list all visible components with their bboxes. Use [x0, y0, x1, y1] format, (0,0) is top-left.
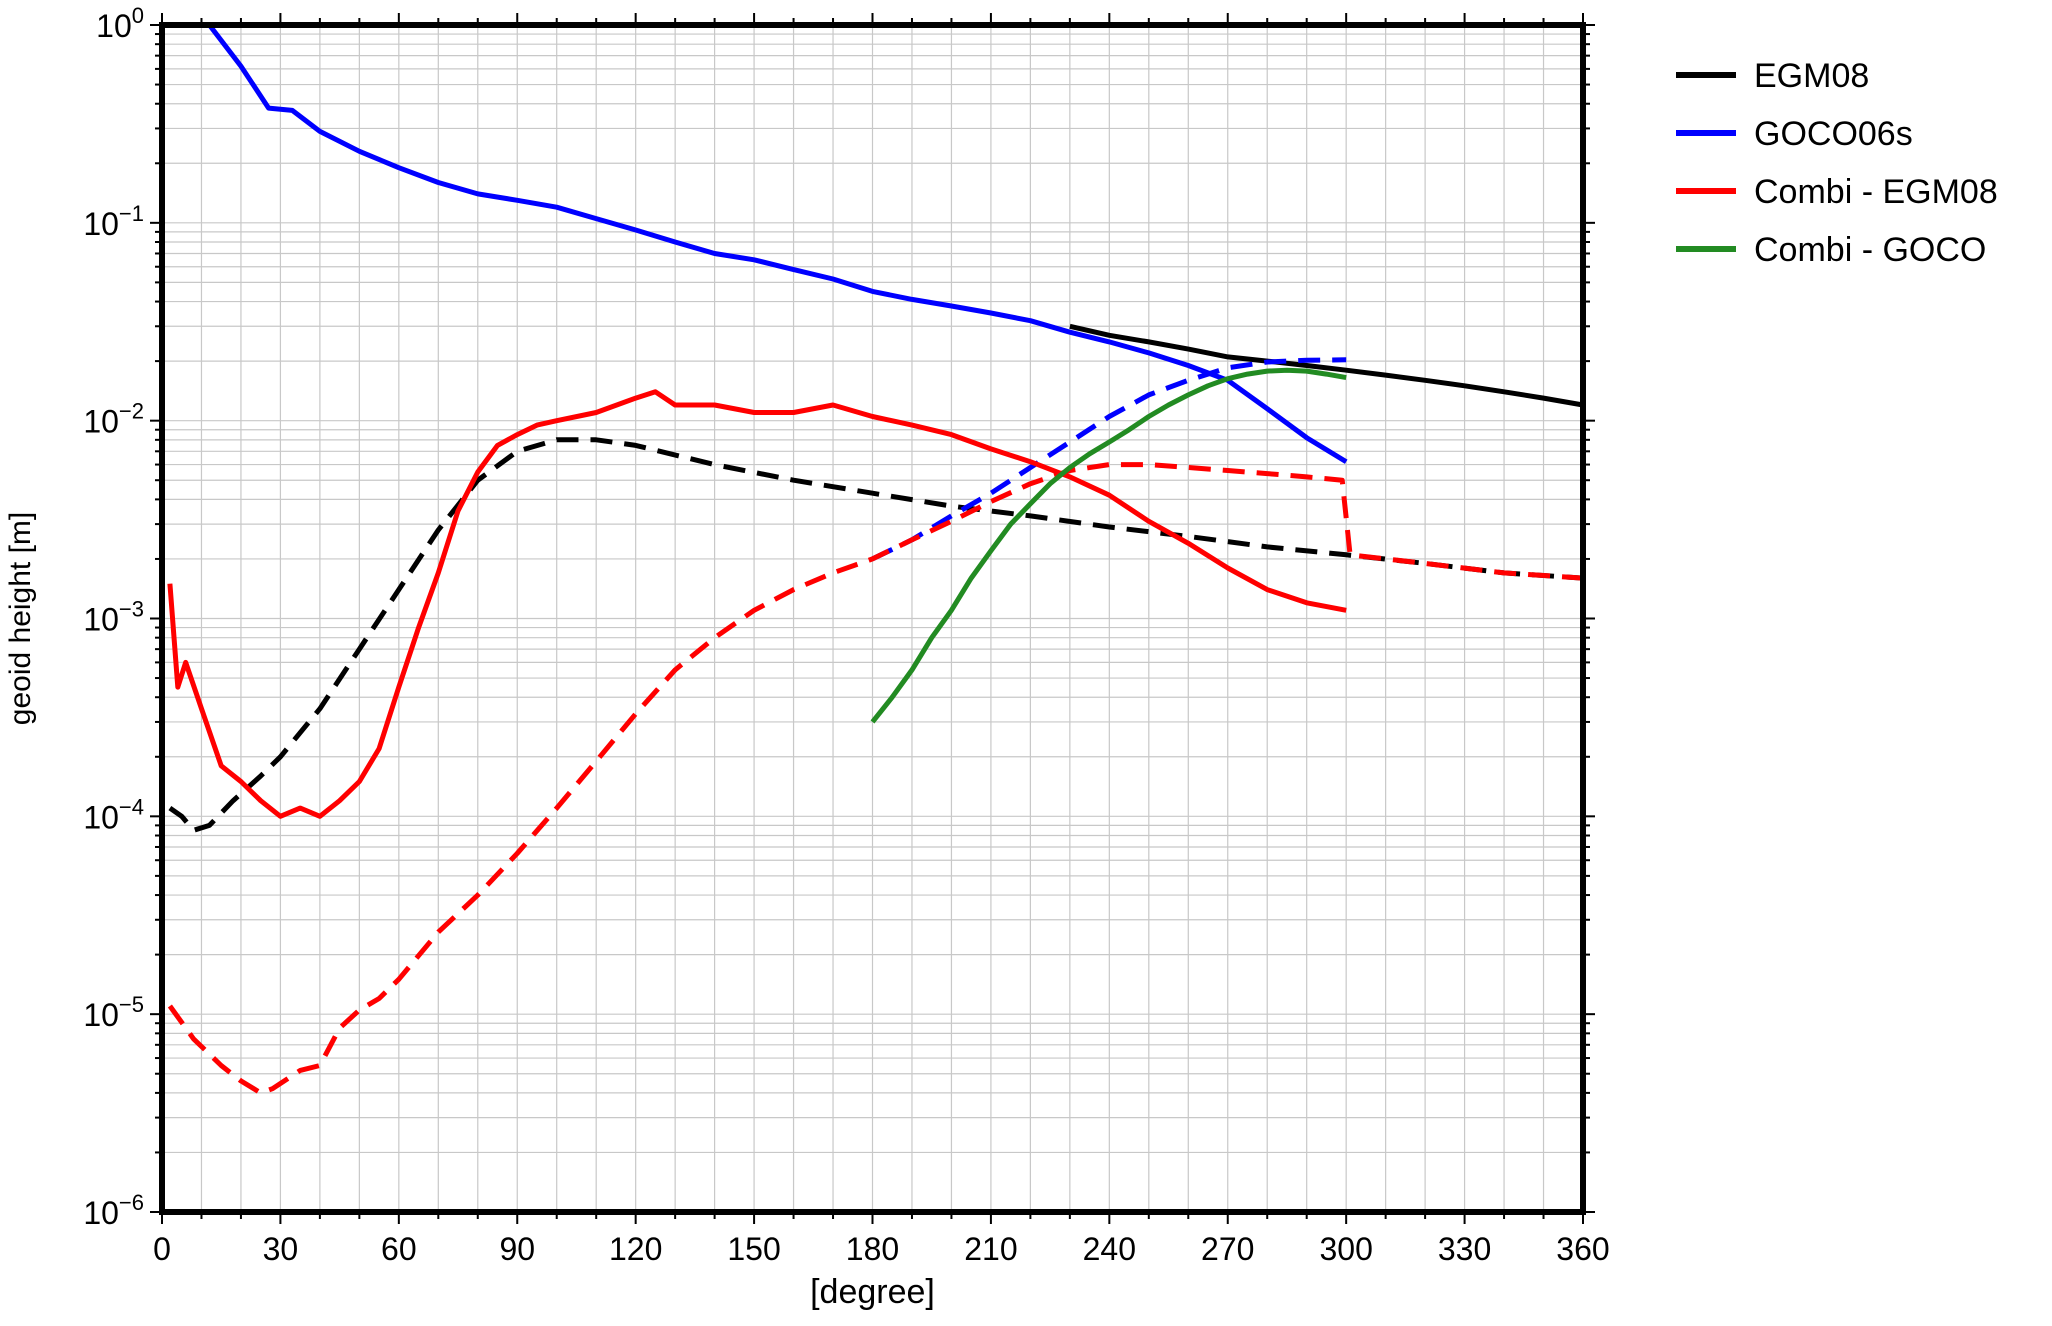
x-tick-label: 90	[499, 1231, 535, 1267]
x-tick-label: 210	[964, 1231, 1017, 1267]
y-tick-label: 10−2	[83, 399, 144, 440]
y-axis-label: geoid height [m]	[4, 512, 37, 725]
x-tick-label: 240	[1083, 1231, 1136, 1267]
y-tick-label: 10−5	[83, 992, 144, 1033]
x-tick-label: 360	[1556, 1231, 1609, 1267]
legend-label: EGM08	[1754, 57, 1869, 95]
series-line-goco06s-solid	[207, 23, 1348, 464]
x-tick-label: 30	[263, 1231, 299, 1267]
x-tick-label: 300	[1319, 1231, 1372, 1267]
series-layer	[167, 23, 1584, 1096]
series-line-egm08-solid	[1069, 323, 1584, 408]
y-tick-label: 10−4	[83, 794, 144, 835]
legend: EGM08 GOCO06s Combi - EGM08 Combi - GOCO	[1676, 57, 1998, 269]
y-tick-label: 10−3	[83, 597, 144, 638]
x-tick-label: 270	[1201, 1231, 1254, 1267]
legend-label: Combi - GOCO	[1754, 231, 1986, 269]
grid	[162, 25, 1583, 1212]
x-tick-label: 330	[1438, 1231, 1491, 1267]
x-tick-label: 150	[727, 1231, 780, 1267]
x-tick-label: 60	[381, 1231, 417, 1267]
y-tick-label: 10−1	[83, 201, 144, 242]
x-axis-label: [degree]	[810, 1273, 935, 1311]
x-tick-label: 120	[609, 1231, 662, 1267]
series-line-combi-goco-solid	[870, 367, 1347, 724]
x-tick-label: 0	[153, 1231, 171, 1267]
x-tick-label: 180	[846, 1231, 899, 1267]
series-line-combi-egm08-dashed	[167, 462, 1584, 1096]
series-line-goco06s-dashed	[871, 357, 1347, 562]
tick-labels: 0 30 60 90 120 150 180 210 240 270 300 330 360 10−6 10…	[83, 3, 1609, 1267]
y-tick-label: 10−6	[83, 1190, 144, 1231]
legend-label: Combi - EGM08	[1754, 173, 1998, 211]
legend-label: GOCO06s	[1754, 115, 1913, 153]
y-tick-label: 100	[96, 3, 144, 44]
ticks	[150, 13, 1595, 1224]
series-line-combi-egm08-solid	[167, 389, 1347, 819]
